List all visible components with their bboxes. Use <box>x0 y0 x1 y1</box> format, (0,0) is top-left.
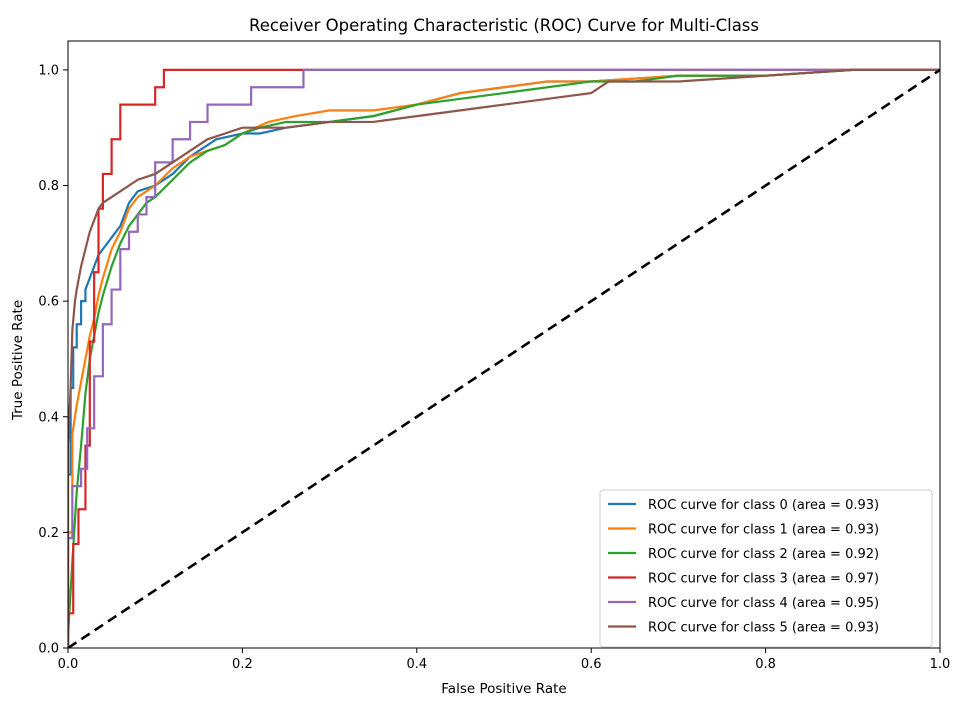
x-tick-label: 0.0 <box>58 657 79 672</box>
plot-frame <box>67 40 941 649</box>
y-tick-label: 0.8 <box>38 179 59 194</box>
y-tick-label: 0.0 <box>38 642 59 657</box>
legend-label: ROC curve for class 1 (area = 0.93) <box>648 523 879 538</box>
legend-box <box>599 489 933 648</box>
y-tick-label: 0.6 <box>38 295 59 310</box>
roc-curve-class-2 <box>68 68 940 648</box>
roc-curve-class-3 <box>68 68 940 648</box>
y-tick-label: 0.4 <box>38 410 59 425</box>
y-axis-label: True Positive Rate <box>10 300 26 421</box>
roc-curve-class-4 <box>68 68 940 648</box>
x-tick-label: 0.6 <box>581 657 602 672</box>
legend-label: ROC curve for class 0 (area = 0.93) <box>648 498 879 513</box>
x-tick-label: 1.0 <box>930 657 951 672</box>
y-tick-label: 1.0 <box>38 63 59 78</box>
legend-label: ROC curve for class 5 (area = 0.93) <box>648 621 879 636</box>
legend-label: ROC curve for class 4 (area = 0.95) <box>648 596 879 611</box>
roc-curve-class-5 <box>68 68 940 648</box>
axis-ticks: 0.0 0.2 0.4 0.6 0.8 1.0 0.0 0.2 0.4 0.6 0.8 1.0 <box>38 63 950 672</box>
plot-area <box>68 68 940 648</box>
chance-diagonal <box>68 68 940 648</box>
y-tick-label: 0.2 <box>38 526 59 541</box>
x-axis-label: False Positive Rate <box>441 681 566 697</box>
x-tick-label: 0.8 <box>755 657 776 672</box>
chart-title: Receiver Operating Characteristic (ROC) … <box>249 16 759 35</box>
legend: ROC curve for class 0 (area = 0.93) ROC c… <box>599 489 933 648</box>
roc-curve-class-1 <box>68 68 940 648</box>
legend-label: ROC curve for class 2 (area = 0.92) <box>648 547 879 562</box>
legend-label: ROC curve for class 3 (area = 0.97) <box>648 572 879 587</box>
x-tick-label: 0.2 <box>232 657 253 672</box>
x-tick-label: 0.4 <box>406 657 427 672</box>
